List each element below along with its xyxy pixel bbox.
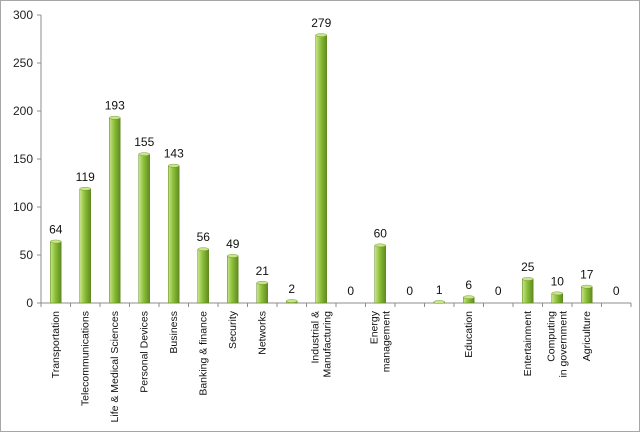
data-label: 64 — [49, 223, 63, 237]
bar-top-cap — [463, 295, 475, 300]
bar-top-cap — [315, 33, 327, 37]
bar-top-cap — [138, 152, 150, 156]
bar — [197, 248, 209, 304]
bar-top-cap — [50, 239, 62, 244]
x-category-label: Agriculture — [581, 311, 593, 361]
bar — [227, 255, 239, 304]
x-category-label: Life & Medical Sciences — [109, 311, 121, 422]
x-category-label: Computing — [545, 311, 557, 362]
data-label: 1 — [436, 283, 443, 297]
x-category-label: Security — [227, 310, 239, 349]
bar — [79, 188, 91, 304]
y-tick-label: 200 — [13, 104, 33, 118]
bar-top-cap — [286, 299, 298, 303]
y-tick-label: 100 — [13, 200, 33, 214]
x-category-label: Networks — [256, 311, 268, 355]
data-label: 10 — [551, 274, 565, 288]
y-tick-label: 150 — [13, 152, 33, 166]
x-category-label: in government — [557, 311, 569, 378]
x-category-label: Personal Devices — [138, 311, 150, 393]
data-label: 6 — [465, 278, 472, 292]
data-label: 279 — [311, 16, 331, 30]
data-label: 17 — [580, 268, 594, 282]
x-category-label: Banking & finance — [197, 311, 209, 396]
data-label: 25 — [521, 260, 535, 274]
x-category-label: Entertainment — [522, 311, 534, 376]
bar — [315, 34, 327, 304]
bar-top-cap — [433, 300, 445, 304]
bar — [374, 245, 386, 304]
y-tick-label: 0 — [26, 296, 33, 310]
bar — [581, 286, 593, 304]
bar-top-cap — [109, 115, 121, 120]
bar-top-cap — [581, 284, 593, 289]
y-tick-label: 50 — [20, 248, 34, 262]
data-label: 0 — [613, 284, 620, 298]
data-label: 155 — [134, 135, 154, 149]
bar-top-cap — [374, 243, 386, 248]
data-label: 193 — [105, 99, 125, 113]
bar — [50, 241, 62, 304]
bar-top-cap — [256, 281, 268, 285]
bar-top-cap — [227, 254, 239, 258]
bar-top-cap — [168, 163, 180, 168]
x-category-label: Transportation — [50, 311, 62, 378]
x-category-label: Telecommunications — [79, 311, 91, 406]
y-tick-label: 250 — [13, 56, 33, 70]
data-label: 0 — [406, 284, 413, 298]
x-category-label: Education — [463, 311, 475, 358]
data-label: 21 — [256, 264, 270, 278]
y-tick-label: 300 — [13, 8, 33, 22]
data-label: 60 — [374, 226, 388, 240]
data-label: 0 — [347, 284, 354, 298]
bar-top-cap — [79, 186, 91, 191]
x-category-label: Industrial & — [309, 311, 321, 364]
bar — [138, 153, 150, 304]
bar — [522, 278, 534, 304]
bar — [256, 282, 268, 304]
data-label: 119 — [76, 170, 95, 184]
data-label: 143 — [164, 147, 184, 161]
x-category-label: Manufacturing — [321, 311, 333, 378]
bar-top-cap — [551, 291, 563, 296]
bar-top-cap — [197, 247, 209, 252]
x-category-label: management — [380, 311, 392, 372]
data-label: 49 — [226, 237, 240, 251]
data-label: 56 — [197, 230, 211, 244]
bar — [109, 117, 121, 304]
data-label: 2 — [288, 282, 295, 296]
bar — [168, 165, 180, 304]
x-category-label: Energy — [368, 310, 380, 344]
x-category-label: Business — [168, 311, 180, 354]
data-label: 0 — [495, 284, 502, 298]
bar-top-cap — [522, 277, 534, 281]
